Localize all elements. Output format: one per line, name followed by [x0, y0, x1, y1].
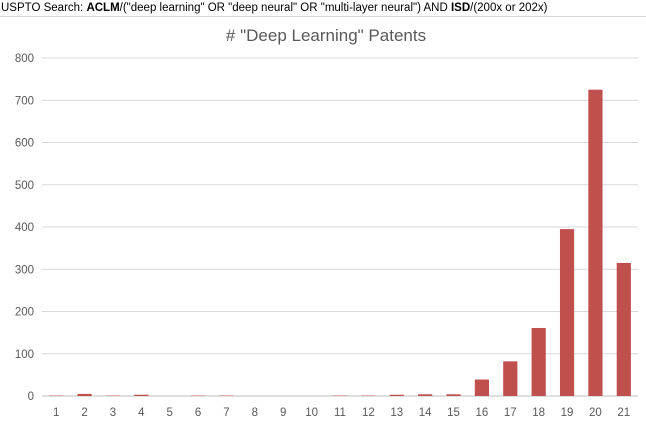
x-tick-label: 19: [561, 407, 574, 419]
x-tick-label: 6: [195, 407, 201, 419]
x-tick-label: 15: [447, 407, 460, 419]
y-tick-label: 0: [28, 391, 34, 403]
x-tick-label: 4: [138, 407, 145, 419]
search-query-caption: USPTO Search: ACLM/("deep learning" OR "…: [0, 0, 646, 17]
patents-bar-chart: # "Deep Learning" Patents 0 100 200 300 400 5…: [15, 26, 638, 419]
y-tick-label: 700: [15, 95, 34, 107]
x-tick-label: 5: [167, 407, 173, 419]
x-tick-label: 21: [617, 407, 630, 419]
bar: [474, 379, 489, 396]
y-tick-label: 400: [15, 222, 34, 234]
y-tick-label: 800: [15, 53, 34, 65]
caption-aclm-query: /("deep learning" OR "deep neural" OR "m…: [119, 2, 451, 14]
x-tick-label: 11: [334, 407, 346, 419]
caption-prefix: USPTO Search:: [1, 2, 87, 14]
gridlines: [42, 57, 638, 397]
caption-isd-field: ISD: [450, 2, 471, 14]
x-tick-label: 2: [81, 407, 87, 419]
chart-title: # "Deep Learning" Patents: [226, 26, 426, 45]
y-tick-label: 500: [15, 180, 34, 192]
bar: [446, 394, 461, 396]
y-tick-label: 600: [15, 138, 34, 150]
bar: [77, 393, 92, 396]
bars: [49, 89, 631, 396]
y-axis-ticks: 0 100 200 300 400 500 600 700 800: [15, 53, 34, 403]
x-tick-label: 8: [252, 407, 258, 419]
bar: [503, 361, 518, 396]
bar: [559, 229, 575, 396]
caption-aclm-field: ACLM: [86, 2, 120, 14]
x-tick-label: 3: [110, 407, 116, 419]
bar: [588, 89, 603, 396]
x-tick-label: 14: [419, 407, 432, 419]
y-tick-label: 200: [15, 307, 34, 319]
x-tick-label: 20: [589, 407, 602, 419]
x-tick-label: 9: [280, 407, 286, 419]
x-tick-label: 10: [305, 407, 318, 419]
x-tick-label: 1: [53, 407, 59, 419]
x-tick-label: 7: [223, 407, 229, 419]
bar: [616, 262, 631, 396]
bar: [389, 394, 404, 396]
y-tick-label: 300: [15, 264, 34, 276]
x-tick-label: 13: [390, 407, 403, 419]
y-tick-label: 100: [15, 349, 34, 361]
x-tick-label: 12: [362, 407, 375, 419]
x-axis-ticks: 1 2 3 4 5 6 7 8 9 10 11 12 13 14 15 16 17 18 19 20 21: [53, 407, 630, 419]
x-tick-label: 16: [476, 407, 489, 419]
bar: [134, 394, 149, 396]
x-tick-label: 18: [532, 407, 545, 419]
x-tick-label: 17: [504, 407, 517, 419]
bar: [418, 394, 433, 396]
caption-isd-query: /(200x or 202x): [470, 2, 548, 14]
bar: [531, 327, 546, 396]
